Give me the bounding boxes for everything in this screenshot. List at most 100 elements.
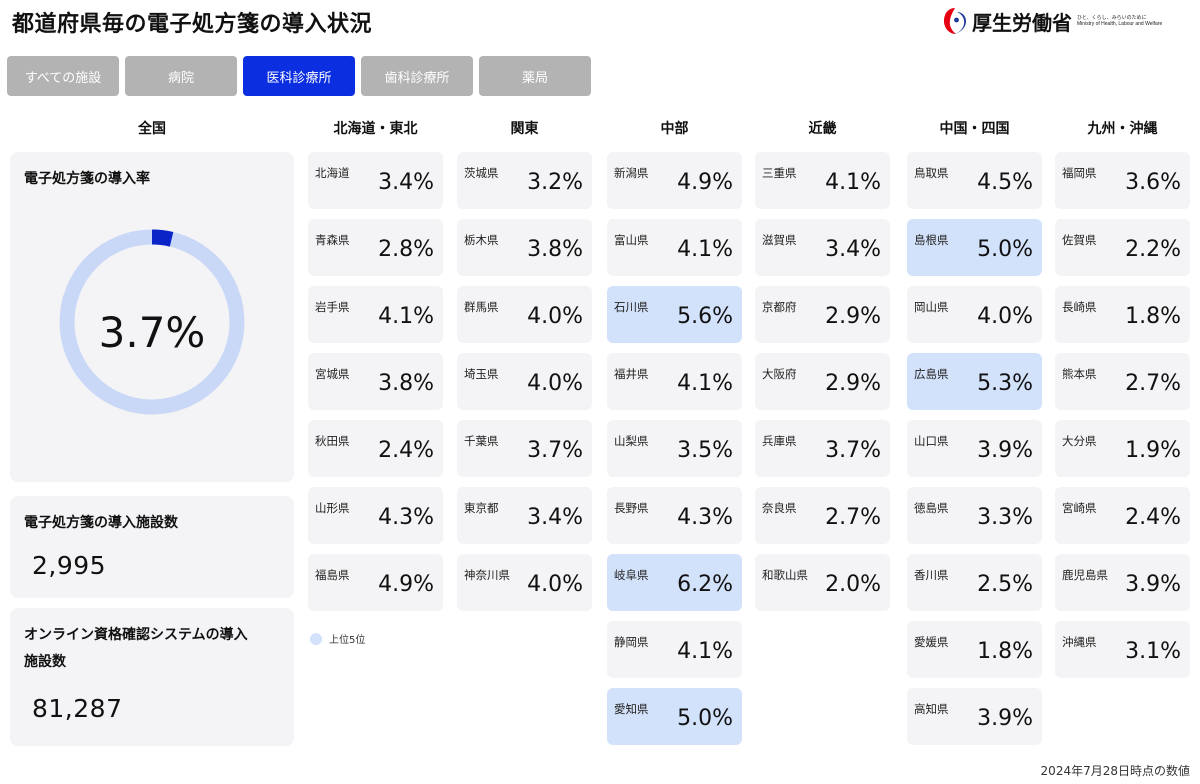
prefecture-name: 鹿児島県	[1062, 568, 1108, 582]
prefecture-card: 福岡県 3.6%	[1055, 152, 1190, 209]
prefecture-name: 高知県	[914, 702, 949, 716]
prefecture-card: 岐阜県 6.2%	[607, 554, 742, 611]
prefecture-name: 宮城県	[315, 367, 350, 381]
prefecture-rate: 3.9%	[1125, 572, 1181, 597]
footnote: 2024年7月28日時点の数値	[1040, 764, 1190, 778]
prefecture-card: 東京都 3.4%	[457, 487, 592, 544]
national-rate-card: 電子処方箋の導入率	[10, 152, 294, 482]
prefecture-rate: 4.0%	[977, 304, 1033, 329]
tab-pharmacy[interactable]: 薬局	[479, 56, 591, 96]
prefecture-card: 千葉県 3.7%	[457, 420, 592, 477]
prefecture-card: 神奈川県 4.0%	[457, 554, 592, 611]
prefecture-name: 大阪府	[762, 367, 797, 381]
prefecture-rate: 3.4%	[825, 237, 881, 262]
prefecture-name: 青森県	[315, 233, 350, 247]
prefecture-rate: 2.0%	[825, 572, 881, 597]
prefecture-rate: 3.2%	[527, 170, 583, 195]
online-title-line1: オンライン資格確認システムの導入	[24, 627, 248, 643]
prefecture-rate: 5.6%	[677, 304, 733, 329]
prefecture-rate: 4.0%	[527, 304, 583, 329]
region-header: 近畿	[808, 121, 837, 137]
ministry-tagline: ひと、くらし、みらいのために Ministry of Health, Labou…	[1077, 15, 1163, 27]
prefecture-card: 愛知県 5.0%	[607, 688, 742, 745]
prefecture-card: 北海道 3.4%	[308, 152, 443, 209]
online-title-line2: 施設数	[24, 654, 66, 670]
prefecture-card: 鹿児島県 3.9%	[1055, 554, 1190, 611]
ministry-emblem-icon	[944, 8, 966, 34]
prefecture-rate: 3.8%	[378, 371, 434, 396]
legend-label: 上位5位	[329, 635, 366, 646]
facilities-value: 2,995	[32, 551, 107, 580]
prefecture-card: 石川県 5.6%	[607, 286, 742, 343]
prefecture-rate: 4.1%	[677, 237, 733, 262]
prefecture-rate: 3.9%	[977, 706, 1033, 731]
prefecture-rate: 4.1%	[378, 304, 434, 329]
prefecture-rate: 4.3%	[378, 505, 434, 530]
prefecture-name: 石川県	[614, 300, 649, 314]
prefecture-card: 茨城県 3.2%	[457, 152, 592, 209]
prefecture-name: 埼玉県	[464, 367, 499, 381]
prefecture-rate: 3.4%	[378, 170, 434, 195]
prefecture-name: 奈良県	[762, 501, 797, 515]
prefecture-name: 福岡県	[1062, 166, 1097, 180]
region-header: 中部	[660, 121, 689, 137]
prefecture-card: 富山県 4.1%	[607, 219, 742, 276]
prefecture-name: 三重県	[762, 166, 797, 180]
prefecture-rate: 4.5%	[977, 170, 1033, 195]
prefecture-name: 長野県	[614, 501, 649, 515]
prefecture-card: 秋田県 2.4%	[308, 420, 443, 477]
prefecture-card: 熊本県 2.7%	[1055, 353, 1190, 410]
prefecture-rate: 4.0%	[527, 572, 583, 597]
prefecture-name: 沖縄県	[1062, 635, 1097, 649]
prefecture-rate: 4.1%	[825, 170, 881, 195]
prefecture-card: 高知県 3.9%	[907, 688, 1042, 745]
region-header: 関東	[510, 121, 539, 137]
prefecture-rate: 3.7%	[527, 438, 583, 463]
prefecture-name: 神奈川県	[464, 568, 510, 582]
tab-all-facilities[interactable]: すべての施設	[7, 56, 119, 96]
prefecture-name: 京都府	[762, 300, 797, 314]
online-system-card: オンライン資格確認システムの導入 施設数 81,287	[10, 608, 294, 746]
prefecture-rate: 3.1%	[1125, 639, 1181, 664]
prefecture-rate: 2.9%	[825, 304, 881, 329]
prefecture-card: 香川県 2.5%	[907, 554, 1042, 611]
prefecture-card: 大分県 1.9%	[1055, 420, 1190, 477]
national-rate-value: 3.7%	[98, 308, 206, 357]
legend: 上位5位	[310, 631, 365, 646]
prefecture-card: 新潟県 4.9%	[607, 152, 742, 209]
prefecture-name: 愛媛県	[914, 635, 949, 649]
prefecture-card: 群馬県 4.0%	[457, 286, 592, 343]
tab-medical-clinic[interactable]: 医科診療所	[243, 56, 355, 96]
prefecture-name: 山形県	[315, 501, 350, 515]
prefecture-name: 富山県	[614, 233, 649, 247]
online-value: 81,287	[32, 694, 123, 723]
rate-title: 電子処方箋の導入率	[24, 171, 150, 187]
prefecture-rate: 4.9%	[378, 572, 434, 597]
prefecture-rate: 1.8%	[977, 639, 1033, 664]
prefecture-rate: 5.0%	[977, 237, 1033, 262]
prefecture-name: 群馬県	[464, 300, 499, 314]
prefecture-card: 京都府 2.9%	[755, 286, 890, 343]
national-facilities-card: 電子処方箋の導入施設数 2,995	[10, 496, 294, 598]
prefecture-rate: 3.3%	[977, 505, 1033, 530]
prefecture-rate: 6.2%	[677, 572, 733, 597]
prefecture-name: 愛知県	[614, 702, 649, 716]
prefecture-rate: 2.7%	[1125, 371, 1181, 396]
page-title: 都道府県毎の電子処方箋の導入状況	[12, 12, 373, 37]
prefecture-rate: 3.4%	[527, 505, 583, 530]
prefecture-name: 福井県	[614, 367, 649, 381]
prefecture-name: 福島県	[315, 568, 350, 582]
prefecture-rate: 4.9%	[677, 170, 733, 195]
prefecture-rate: 5.0%	[677, 706, 733, 731]
prefecture-name: 新潟県	[614, 166, 649, 180]
ministry-logo: 厚生労働省 ひと、くらし、みらいのために Ministry of Health,…	[942, 4, 1162, 38]
prefecture-name: 島根県	[914, 233, 949, 247]
prefecture-name: 岩手県	[315, 300, 350, 314]
tab-dental-clinic[interactable]: 歯科診療所	[361, 56, 473, 96]
prefecture-card: 長野県 4.3%	[607, 487, 742, 544]
prefecture-name: 兵庫県	[762, 434, 797, 448]
prefecture-name: 千葉県	[464, 434, 499, 448]
prefecture-card: 静岡県 4.1%	[607, 621, 742, 678]
prefecture-rate: 1.8%	[1125, 304, 1181, 329]
tab-hospital[interactable]: 病院	[125, 56, 237, 96]
